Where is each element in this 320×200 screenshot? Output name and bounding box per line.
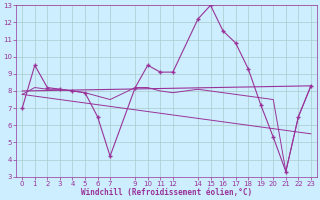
X-axis label: Windchill (Refroidissement éolien,°C): Windchill (Refroidissement éolien,°C) [81, 188, 252, 197]
